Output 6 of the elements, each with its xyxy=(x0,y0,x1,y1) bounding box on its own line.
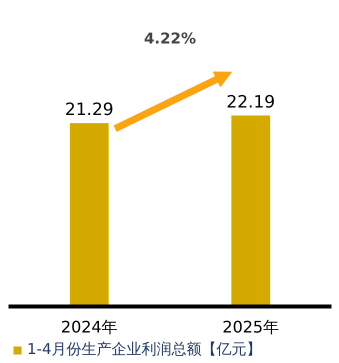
x-tick-label: 2025年 xyxy=(222,317,280,336)
text: 4.22% xyxy=(144,29,196,48)
data-label: 22.19 xyxy=(226,92,276,112)
x-tick-label: 2024年 xyxy=(60,317,118,336)
data-label: 21.29 xyxy=(64,100,114,120)
legend-label: 1-4月份生产企业利润总额【亿元】 xyxy=(27,340,262,359)
